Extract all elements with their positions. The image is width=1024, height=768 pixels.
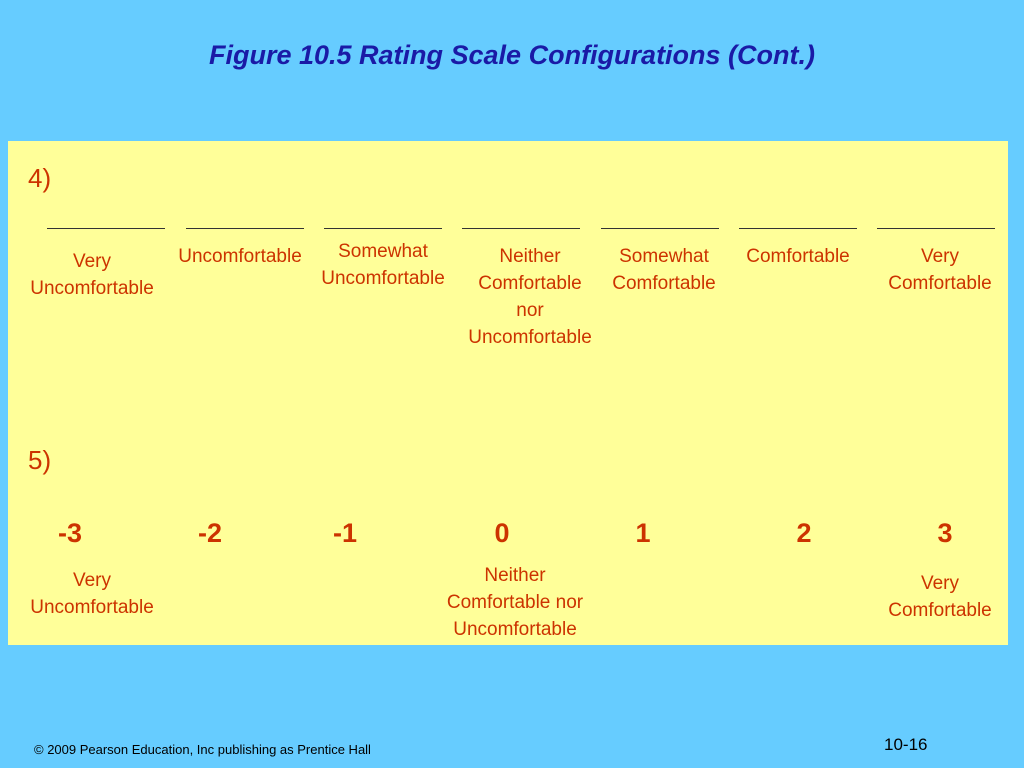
- label-line: Comfortable: [612, 273, 716, 294]
- scale-point: 3: [937, 518, 953, 548]
- scale-point: -3: [57, 518, 82, 548]
- label-line: Comfortable: [888, 600, 992, 621]
- label-line: Comfortable: [746, 246, 850, 267]
- label-line: Somewhat: [619, 246, 709, 267]
- answer-blank: [47, 228, 165, 229]
- answer-blank: [601, 228, 719, 229]
- option-label: Neither Comfortable nor Uncomfortable: [425, 562, 605, 643]
- option-label: Very Comfortable: [850, 243, 1024, 297]
- scale-point: -2: [197, 518, 222, 548]
- label-line: Neither: [499, 246, 561, 267]
- label-line: Very: [920, 246, 960, 267]
- option-label: Somewhat Uncomfortable: [293, 238, 473, 292]
- item-number: 4): [28, 163, 52, 193]
- option-label: Very Uncomfortable: [2, 567, 182, 621]
- label-line: Very: [920, 573, 960, 594]
- label-line: Comfortable: [478, 273, 582, 294]
- label-line: Very: [72, 570, 112, 591]
- label-line: Uncomfortable: [178, 246, 302, 267]
- option-label: Somewhat Comfortable: [574, 243, 754, 297]
- label-line: Uncomfortable: [468, 327, 592, 348]
- label-line: Uncomfortable: [321, 268, 445, 289]
- label-line: Neither: [484, 565, 546, 586]
- answer-blank: [739, 228, 857, 229]
- answer-blank: [186, 228, 304, 229]
- scale-point: 0: [494, 518, 510, 548]
- scale-point: 2: [796, 518, 812, 548]
- label-line: Somewhat: [338, 241, 428, 262]
- label-line: Uncomfortable: [30, 278, 154, 299]
- option-label: Neither Comfortable nor Uncomfortable: [440, 243, 620, 351]
- label-line: Very: [72, 251, 112, 272]
- copyright: © 2009 Pearson Education, Inc publishing…: [34, 742, 371, 757]
- label-line: nor: [516, 300, 544, 321]
- slide-title: Figure 10.5 Rating Scale Configurations …: [208, 40, 816, 70]
- label-line: Uncomfortable: [30, 597, 154, 618]
- content-panel: [8, 141, 1008, 645]
- option-label: Very Comfortable: [850, 570, 1024, 624]
- scale-point: -1: [332, 518, 357, 548]
- label-line: Comfortable nor: [446, 592, 584, 613]
- item-number: 5): [28, 445, 52, 475]
- option-label: Uncomfortable: [150, 243, 330, 270]
- answer-blank: [462, 228, 580, 229]
- label-line: Uncomfortable: [453, 619, 577, 640]
- answer-blank: [324, 228, 442, 229]
- page-number: 10-16: [884, 735, 928, 754]
- label-line: Comfortable: [888, 273, 992, 294]
- answer-blank: [877, 228, 995, 229]
- scale-point: 1: [635, 518, 651, 548]
- option-label: Comfortable: [708, 243, 888, 270]
- option-label: Very Uncomfortable: [2, 248, 182, 302]
